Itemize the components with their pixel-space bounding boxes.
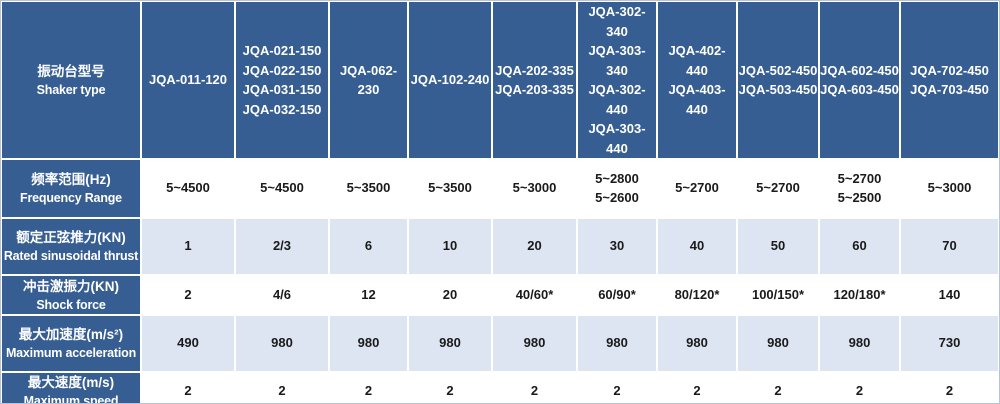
value-cell: 10 [409, 219, 491, 274]
value-cell: 2 [901, 373, 998, 404]
table-row: 最大速度(m/s) Maximum speed 2 2 2 2 2 2 2 2 2 2 [2, 373, 998, 404]
table-row: 最大加速度(m/s²) Maximum acceleration 490 980 980… [2, 316, 998, 371]
model-header-cell-1: JQA-011-120 [142, 2, 234, 158]
row-label-en: Maximum acceleration [5, 346, 137, 360]
value-cell: 2 [493, 373, 576, 404]
value-cell: 40/60* [493, 276, 576, 314]
value-cell: 5~2700 [658, 160, 736, 217]
value-cell: 2/3 [236, 219, 328, 274]
value-cell: 980 [820, 316, 899, 371]
value-cell: 20 [493, 219, 576, 274]
value-cell: 4/6 [236, 276, 328, 314]
value-cell: 980 [738, 316, 818, 371]
value-cell: 980 [493, 316, 576, 371]
value-cell: 2 [738, 373, 818, 404]
row-label-cell: 频率范围(Hz) Frequency Range [2, 160, 140, 217]
value-cell: 2 [658, 373, 736, 404]
value-cell: 1 [142, 219, 234, 274]
value-cell: 2 [820, 373, 899, 404]
shaker-type-label-zh: 振动台型号 [37, 63, 105, 79]
value-cell: 5~4500 [236, 160, 328, 217]
row-label-cell: 额定正弦推力(KN) Rated sinusoidal thrust [2, 219, 140, 274]
value-cell: 50 [738, 219, 818, 274]
row-label-en: Shock force [36, 297, 106, 312]
table-row: 额定正弦推力(KN) Rated sinusoidal thrust 1 2/3 6 10… [2, 219, 998, 274]
value-cell: 40 [658, 219, 736, 274]
value-cell: 730 [901, 316, 998, 371]
model-header-cell-8: JQA-502-450 JQA-503-450 [738, 2, 818, 158]
header-row: 振动台型号 Shaker type JQA-011-120 JQA-021-150 J… [2, 2, 998, 158]
value-cell: 5~3500 [330, 160, 407, 217]
value-cell: 5~4500 [142, 160, 234, 217]
value-cell: 140 [901, 276, 998, 314]
value-cell: 60/90* [578, 276, 656, 314]
row-label-en: Rated sinusoidal thrust [3, 249, 139, 263]
value-cell: 980 [578, 316, 656, 371]
model-header-cell-7: JQA-402-440 JQA-403-440 [658, 2, 736, 158]
value-cell: 2 [578, 373, 656, 404]
value-cell: 980 [409, 316, 491, 371]
value-cell: 5~2800 5~2600 [578, 160, 656, 217]
row-label-zh: 最大速度(m/s) [27, 375, 115, 390]
model-header-cell-2: JQA-021-150 JQA-022-150 JQA-031-150 JQA-… [236, 2, 328, 158]
model-header-cell-10: JQA-702-450 JQA-703-450 [901, 2, 998, 158]
row-label-cell: 最大加速度(m/s²) Maximum acceleration [2, 316, 140, 371]
value-cell: 980 [330, 316, 407, 371]
model-header-cell-3: JQA-062-230 [330, 2, 407, 158]
value-cell: 980 [658, 316, 736, 371]
model-header-cell-4: JQA-102-240 [409, 2, 491, 158]
value-cell: 5~3000 [901, 160, 998, 217]
value-cell: 2 [142, 373, 234, 404]
model-header-cell-5: JQA-202-335 JQA-203-335 [493, 2, 576, 158]
model-header-cell-6: JQA-302-340 JQA-303-340 JQA-302-440 JQA-… [578, 2, 656, 158]
value-cell: 30 [578, 219, 656, 274]
value-cell: 2 [236, 373, 328, 404]
value-cell: 5~2700 5~2500 [820, 160, 899, 217]
shaker-type-header-cell: 振动台型号 Shaker type [2, 2, 140, 158]
table-row: 频率范围(Hz) Frequency Range 5~4500 5~4500 5~350… [2, 160, 998, 217]
value-cell: 12 [330, 276, 407, 314]
table-row: 冲击激振力(KN) Shock force 2 4/6 12 20 40/60* 60/90*… [2, 276, 998, 314]
value-cell: 60 [820, 219, 899, 274]
value-cell: 120/180* [820, 276, 899, 314]
value-cell: 2 [142, 276, 234, 314]
value-cell: 5~3500 [409, 160, 491, 217]
value-cell: 980 [236, 316, 328, 371]
value-cell: 20 [409, 276, 491, 314]
row-label-en: Maximum speed [23, 394, 119, 404]
table-header: 振动台型号 Shaker type JQA-011-120 JQA-021-150 J… [2, 2, 998, 158]
row-label-zh: 最大加速度(m/s²) [18, 327, 124, 342]
value-cell: 6 [330, 219, 407, 274]
value-cell: 5~3000 [493, 160, 576, 217]
value-cell: 490 [142, 316, 234, 371]
row-label-zh: 额定正弦推力(KN) [16, 230, 126, 245]
value-cell: 70 [901, 219, 998, 274]
value-cell: 2 [330, 373, 407, 404]
row-label-cell: 最大速度(m/s) Maximum speed [2, 373, 140, 404]
table-body: 频率范围(Hz) Frequency Range 5~4500 5~4500 5~350… [2, 160, 998, 404]
value-cell: 5~2700 [738, 160, 818, 217]
row-label-cell: 冲击激振力(KN) Shock force [2, 276, 140, 314]
row-label-zh: 频率范围(Hz) [31, 172, 111, 187]
shaker-type-label-en: Shaker type [36, 82, 106, 97]
value-cell: 100/150* [738, 276, 818, 314]
row-label-zh: 冲击激振力(KN) [23, 278, 119, 294]
value-cell: 2 [409, 373, 491, 404]
row-label-en: Frequency Range [20, 191, 122, 205]
value-cell: 80/120* [658, 276, 736, 314]
model-header-cell-9: JQA-602-450 JQA-603-450 [820, 2, 899, 158]
